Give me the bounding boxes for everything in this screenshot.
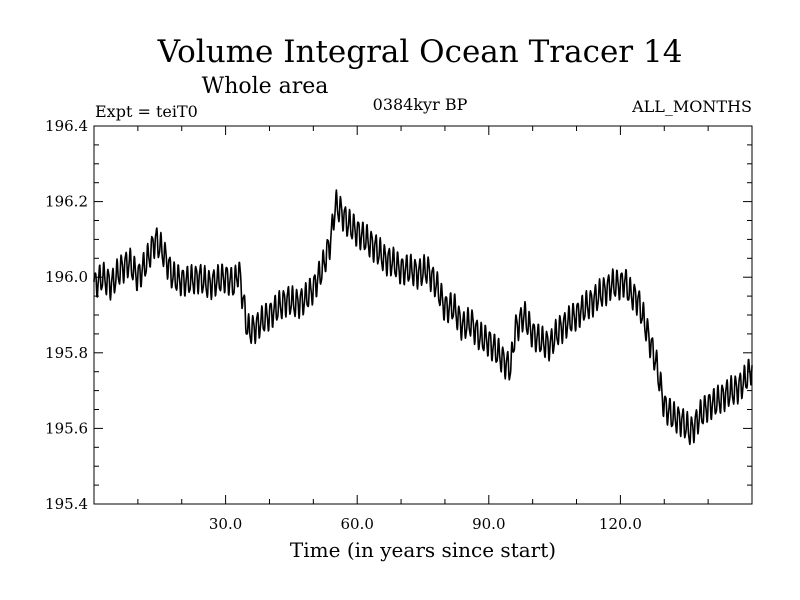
- y-tick-label: 196.0: [45, 268, 88, 286]
- y-tick-label: 196.2: [45, 193, 88, 211]
- y-tick-label: 196.4: [45, 117, 88, 135]
- x-tick-label: 60.0: [340, 515, 373, 533]
- x-axis-label: Time (in years since start): [290, 538, 556, 562]
- series-line: [93, 189, 753, 446]
- chart-title: Volume Integral Ocean Tracer 14: [157, 34, 683, 70]
- x-axis-tick-labels: 30.0 60.0 90.0 120.0: [209, 515, 642, 533]
- series-layer: [93, 189, 753, 446]
- x-tick-label: 90.0: [472, 515, 505, 533]
- x-tick-label: 30.0: [209, 515, 242, 533]
- months-label: ALL_MONTHS: [631, 97, 752, 116]
- x-tick-label: 120.0: [599, 515, 642, 533]
- chart-subtitle: Whole area: [202, 74, 329, 99]
- y-axis-tick-labels: 195.4 195.6 195.8 196.0 196.2 196.4: [45, 117, 88, 513]
- experiment-label: Expt = teiT0: [95, 102, 198, 121]
- date-label: 0384kyr BP: [373, 95, 468, 114]
- plot-frame: [93, 125, 753, 505]
- y-tick-label: 195.6: [45, 419, 88, 437]
- axis-ticks: [94, 125, 752, 505]
- y-tick-label: 195.8: [45, 344, 88, 362]
- y-tick-label: 195.4: [45, 495, 88, 513]
